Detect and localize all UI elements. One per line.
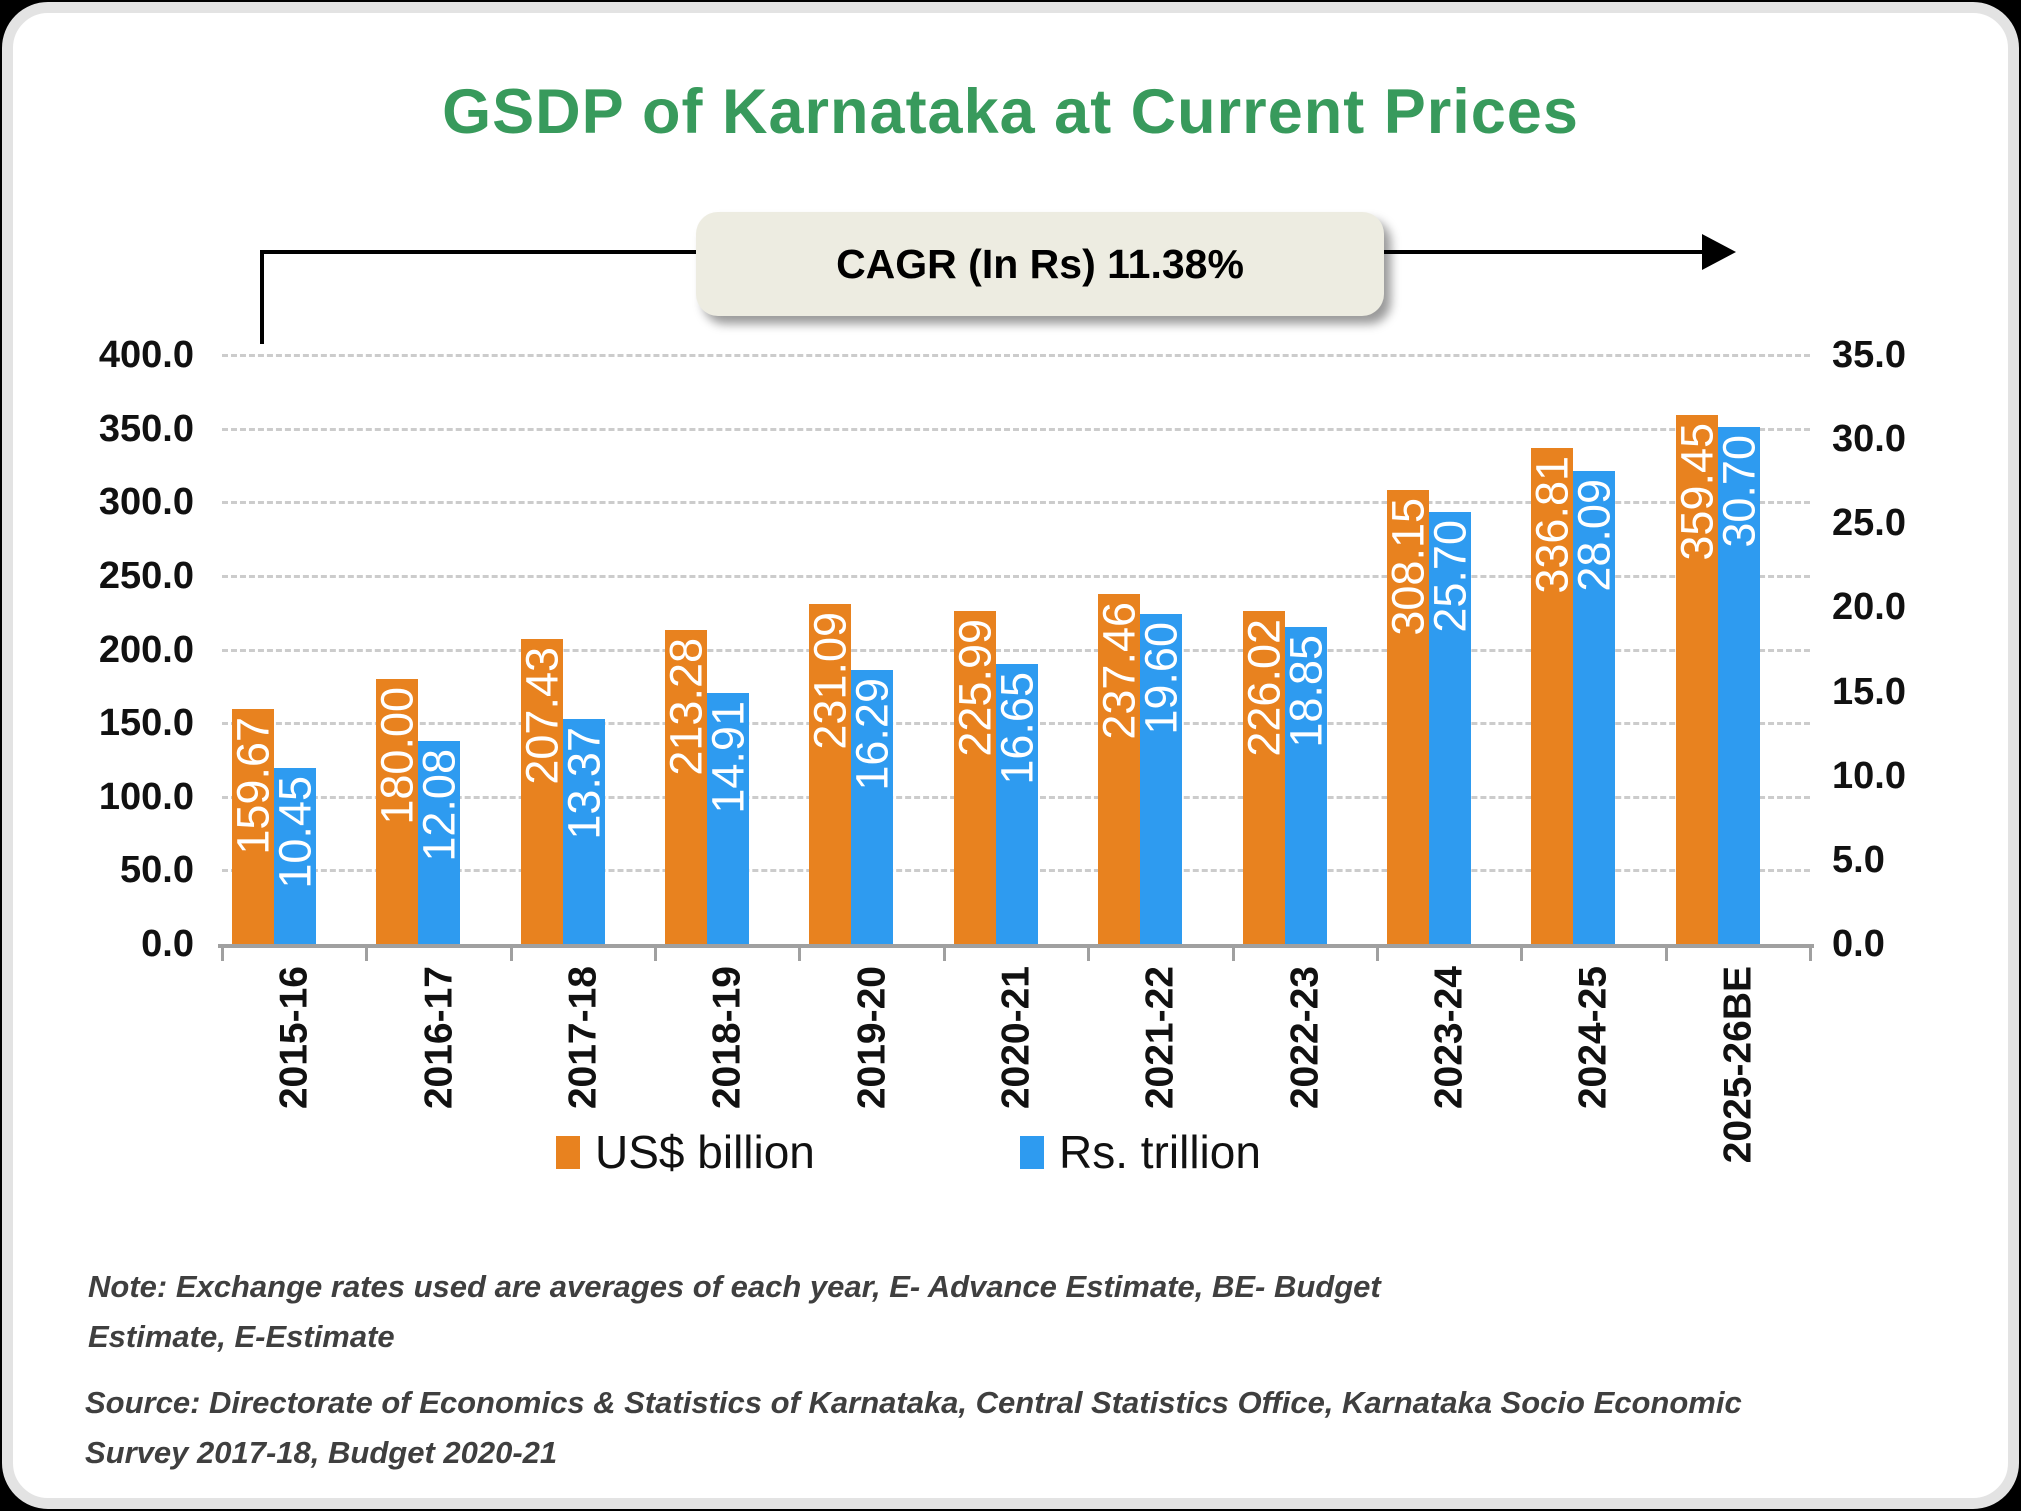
usd-billion-legend-swatch-icon — [556, 1135, 580, 1169]
x-axis-category-label: 2019-20 — [850, 966, 894, 1110]
x-axis-tick — [1087, 948, 1091, 961]
right-axis-tick-label: 20.0 — [1832, 586, 1906, 629]
x-axis-tick — [1809, 948, 1812, 961]
bar-value-label: 19.60 — [1135, 622, 1187, 735]
us-billion-bar: 180.00 — [372, 679, 423, 944]
legend-item-usd-billion: US$ billion — [556, 1126, 815, 1178]
right-axis-tick-label: 30.0 — [1832, 418, 1906, 461]
rs-trillion-bar: 14.91 — [702, 693, 754, 944]
gridline — [222, 427, 1810, 431]
bar-value-label: 13.37 — [558, 727, 610, 840]
rs-trillion-bar: 12.08 — [413, 741, 465, 944]
us-billion-bar: 207.43 — [517, 639, 568, 944]
right-axis-tick-label: 0.0 — [1832, 923, 1885, 965]
x-axis-tick — [654, 948, 658, 961]
x-axis-category-label: 2021-22 — [1138, 966, 1182, 1110]
rs-trillion-bar: 10.45 — [269, 768, 321, 944]
x-axis-tick — [1375, 948, 1379, 961]
gridline — [222, 648, 1810, 652]
x-axis-category-label: 2015-16 — [272, 966, 316, 1110]
us-billion-bar: 159.67 — [228, 709, 279, 944]
x-axis-category-label: 2024-25 — [1571, 966, 1615, 1110]
page-title: GSDP of Karnataka at Current Prices — [442, 77, 1579, 147]
x-axis-category-label: 2025-26BE — [1716, 966, 1760, 1164]
rs-trillion-bar: 16.29 — [846, 670, 898, 944]
us-billion-bar: 213.28 — [661, 630, 712, 944]
right-axis-tick-label: 5.0 — [1832, 838, 1885, 881]
source-line-2: Survey 2017-18, Budget 2020-21 — [85, 1435, 558, 1471]
rs-trillion-bar: 18.85 — [1280, 627, 1332, 944]
cagr-bracket-vertical-line — [260, 252, 264, 344]
us-billion-bar: 336.81 — [1527, 448, 1578, 944]
rs-trillion-bar: 16.65 — [991, 664, 1043, 944]
left-axis-tick-label: 350.0 — [98, 407, 194, 450]
left-axis-tick-label: 200.0 — [98, 628, 194, 671]
x-axis-tick — [365, 948, 369, 961]
us-billion-bar: 226.02 — [1239, 611, 1290, 944]
x-axis-category-label: 2017-18 — [561, 966, 605, 1110]
x-axis-tick — [221, 948, 224, 961]
rs-trillion-bar: 19.60 — [1135, 614, 1187, 944]
left-axis-tick-label: 150.0 — [98, 702, 194, 745]
x-axis-category-label: 2018-19 — [705, 966, 749, 1110]
gridline — [222, 501, 1810, 505]
gridline — [222, 574, 1810, 578]
us-billion-bar: 225.99 — [950, 611, 1001, 944]
legend-label-usd-billion: US$ billion — [595, 1126, 815, 1178]
rs-trillion-bar: 28.09 — [1568, 471, 1620, 944]
right-axis-tick-label: 10.0 — [1832, 754, 1906, 797]
rs-trillion-bar: 25.70 — [1424, 512, 1476, 944]
bar-value-label: 30.70 — [1713, 435, 1765, 548]
rs-trillion-bar: 30.70 — [1713, 427, 1765, 944]
left-axis-tick-label: 400.0 — [98, 334, 194, 376]
note-line-2: Estimate, E-Estimate — [88, 1319, 395, 1355]
cagr-annotation-label: CAGR (In Rs) 11.38% — [836, 240, 1244, 287]
x-axis-category-label: 2022-23 — [1283, 966, 1327, 1110]
left-axis-tick-label: 300.0 — [98, 481, 194, 524]
bar-value-label: 28.09 — [1568, 479, 1620, 592]
bar-value-label: 14.91 — [702, 701, 754, 814]
x-axis-tick — [1664, 948, 1668, 961]
right-axis-tick-label: 25.0 — [1832, 502, 1906, 545]
bar-value-label: 12.08 — [413, 749, 465, 862]
us-billion-bar: 308.15 — [1383, 490, 1434, 944]
us-billion-bar: 359.45 — [1672, 415, 1723, 944]
x-axis-tick — [942, 948, 946, 961]
left-axis-tick-label: 250.0 — [98, 554, 194, 597]
rs-trillion-legend-swatch-icon — [1020, 1135, 1044, 1169]
rs-trillion-bar: 13.37 — [558, 719, 610, 944]
us-billion-bar: 231.09 — [805, 604, 856, 944]
left-axis-tick-label: 100.0 — [98, 775, 194, 818]
x-axis-category-label: 2020-21 — [994, 966, 1038, 1110]
bar-value-label: 16.29 — [846, 678, 898, 791]
cagr-annotation-box: CAGR (In Rs) 11.38% — [696, 212, 1384, 316]
right-axis-tick-label: 35.0 — [1832, 334, 1906, 376]
x-axis-tick — [1520, 948, 1524, 961]
left-axis-tick-label: 50.0 — [120, 849, 194, 892]
cagr-arrow-icon — [1702, 234, 1736, 270]
x-axis-category-label: 2016-17 — [417, 966, 461, 1110]
x-axis-tick — [1231, 948, 1235, 961]
bar-value-label: 10.45 — [269, 776, 321, 889]
bar-value-label: 16.65 — [991, 672, 1043, 785]
gridline — [222, 354, 1810, 357]
legend-label-rs-trillion: Rs. trillion — [1059, 1126, 1261, 1178]
footer-note: Note: Exchange rates used are averages o… — [88, 1262, 1381, 1362]
x-axis-tick — [509, 948, 513, 961]
x-axis-tick — [798, 948, 802, 961]
left-axis-tick-label: 0.0 — [141, 923, 194, 965]
footer-source: Source: Directorate of Economics & Stati… — [85, 1378, 1742, 1478]
bar-value-label: 18.85 — [1280, 635, 1332, 748]
right-axis-tick-label: 15.0 — [1832, 670, 1906, 713]
source-line-1: Source: Directorate of Economics & Stati… — [85, 1385, 1742, 1420]
legend-item-rs-trillion: Rs. trillion — [1020, 1126, 1261, 1178]
x-axis-line — [218, 944, 1814, 948]
x-axis-category-label: 2023-24 — [1427, 966, 1471, 1110]
note-line-1: Note: Exchange rates used are averages o… — [88, 1269, 1381, 1304]
bar-value-label: 25.70 — [1424, 520, 1476, 633]
us-billion-bar: 237.46 — [1094, 594, 1145, 944]
